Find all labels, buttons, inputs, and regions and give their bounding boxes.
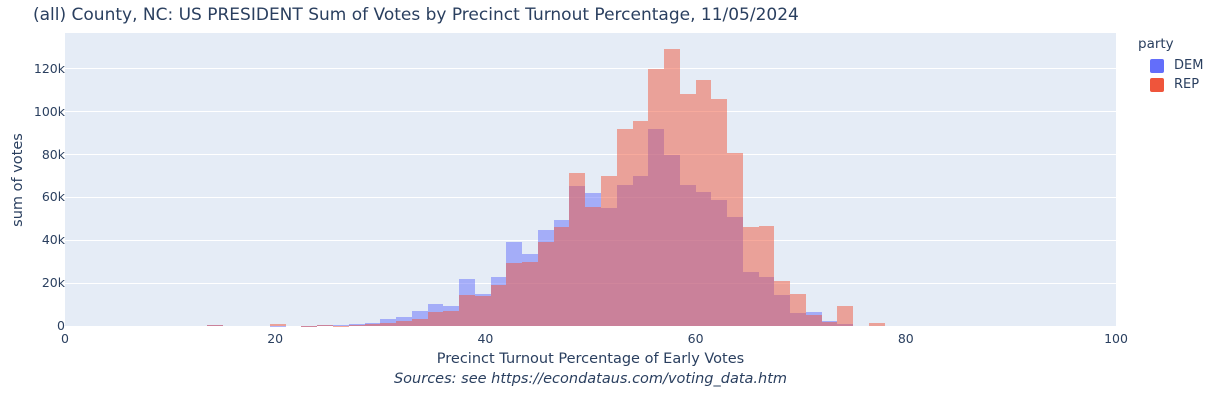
histogram-bar-dem[interactable] <box>380 318 397 326</box>
histogram-bar-rep[interactable] <box>758 226 775 326</box>
y-tick-label: 0 <box>57 318 65 333</box>
y-tick-label: 80k <box>41 146 65 162</box>
histogram-bar-rep[interactable] <box>411 318 428 326</box>
histogram-bar-rep[interactable] <box>774 281 791 326</box>
gridline <box>65 111 1116 113</box>
x-tick-label: 40 <box>477 331 494 346</box>
y-tick-label: 40k <box>41 232 65 248</box>
plot-area <box>65 33 1116 326</box>
histogram-bar-rep[interactable] <box>869 323 885 326</box>
gridline <box>65 68 1116 70</box>
source-note: Sources: see https://econdataus.com/voti… <box>393 371 788 387</box>
histogram-bar-rep[interactable] <box>569 172 586 326</box>
histogram-bar-dem[interactable] <box>348 323 365 326</box>
legend-title: party <box>1138 36 1174 52</box>
histogram-bar-dem[interactable] <box>317 324 333 326</box>
histogram-bar-rep[interactable] <box>206 324 223 326</box>
legend: party DEM REP <box>1136 36 1203 96</box>
histogram-bar-rep[interactable] <box>790 293 806 326</box>
y-tick-label: 60k <box>41 189 65 205</box>
legend-swatch-icon <box>1150 58 1164 73</box>
histogram-bar-rep[interactable] <box>396 321 412 326</box>
gridline <box>65 154 1116 156</box>
histogram-bar-rep[interactable] <box>380 322 397 326</box>
x-tick-label: 20 <box>267 331 284 346</box>
histogram-bar-rep[interactable] <box>537 242 554 326</box>
histogram-bar-rep[interactable] <box>664 48 680 326</box>
legend-swatch-icon <box>1150 77 1164 92</box>
histogram-bar-rep[interactable] <box>616 128 633 326</box>
x-tick-label: 80 <box>897 331 914 346</box>
histogram-bar-rep[interactable] <box>506 262 523 326</box>
histogram-bar-rep[interactable] <box>427 312 444 326</box>
histogram-bar-rep[interactable] <box>711 98 728 326</box>
histogram-bar-rep[interactable] <box>459 294 475 326</box>
histogram-bar-rep[interactable] <box>742 227 759 326</box>
histogram-bar-rep[interactable] <box>348 324 365 326</box>
legend-label: DEM <box>1174 58 1204 73</box>
legend-entry-rep[interactable]: REP <box>1150 77 1203 92</box>
x-tick-label: 0 <box>61 331 69 346</box>
histogram-bar-rep[interactable] <box>490 285 507 326</box>
histogram-bar-rep[interactable] <box>679 93 696 326</box>
histogram-bar-rep[interactable] <box>632 121 649 326</box>
histogram-bar-rep[interactable] <box>727 152 743 326</box>
chart-title: (all) County, NC: US PRESIDENT Sum of Vo… <box>33 5 799 25</box>
histogram-bar-rep[interactable] <box>821 322 838 326</box>
y-tick-label: 100k <box>33 103 65 119</box>
histogram-bar-rep[interactable] <box>695 79 712 326</box>
histogram-bar-rep[interactable] <box>837 305 854 326</box>
histogram-bar-rep[interactable] <box>269 323 286 326</box>
histogram-bar-rep[interactable] <box>805 314 822 326</box>
histogram-bar-rep[interactable] <box>553 227 570 326</box>
y-tick-label: 20k <box>41 275 65 291</box>
histogram-bar-rep[interactable] <box>601 176 617 326</box>
histogram-bar-rep[interactable] <box>443 311 460 326</box>
histogram-bar-rep[interactable] <box>522 261 538 326</box>
histogram-bar-rep[interactable] <box>317 325 333 326</box>
histogram-bar-rep[interactable] <box>364 324 381 326</box>
x-tick-label: 60 <box>687 331 704 346</box>
x-axis-title: Precinct Turnout Percentage of Early Vot… <box>436 351 745 367</box>
histogram-bar-rep[interactable] <box>648 68 665 326</box>
histogram-bar-rep[interactable] <box>474 296 491 326</box>
legend-entry-dem[interactable]: DEM <box>1150 58 1203 73</box>
histogram-bar-rep[interactable] <box>585 207 601 326</box>
y-tick-label: 120k <box>33 60 65 76</box>
legend-label: REP <box>1174 77 1200 92</box>
x-tick-label: 100 <box>1104 331 1128 346</box>
